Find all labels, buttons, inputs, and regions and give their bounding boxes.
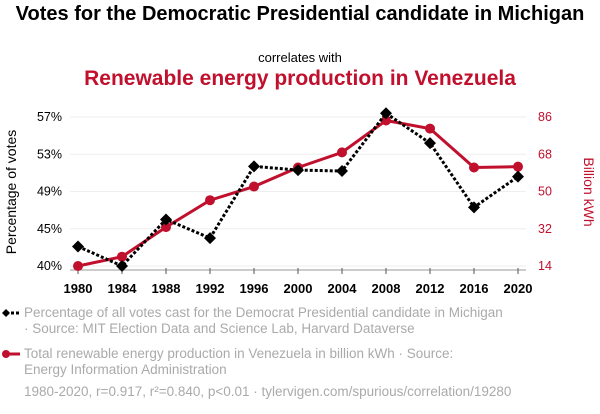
- footer-stats: 1980-2020, r=0.917, r²=0.840, p<0.01 · t…: [24, 384, 512, 399]
- legend-diamond-icon: [2, 309, 10, 317]
- energy-point: [205, 195, 215, 206]
- legend-text: Percentage of all votes cast for the Dem…: [24, 305, 503, 320]
- left-tick-label: 57%: [37, 110, 62, 124]
- left-tick-label: 45%: [37, 222, 62, 236]
- left-tick-label: 40%: [37, 259, 62, 273]
- x-tick-label: 2012: [416, 281, 445, 296]
- energy-point: [381, 115, 391, 126]
- votes-point: [336, 165, 348, 178]
- votes-point: [512, 170, 524, 183]
- legend-text: Total renewable energy production in Ven…: [24, 346, 454, 361]
- x-tick-label: 1992: [196, 281, 225, 296]
- x-tick-label: 2020: [504, 281, 533, 296]
- votes-point: [160, 213, 172, 226]
- right-tick-label: 14: [538, 259, 552, 273]
- legend-source: · Source: MIT Election Data and Science …: [24, 321, 415, 336]
- legend-item-energy: Total renewable energy production in Ven…: [24, 346, 453, 378]
- energy-point: [249, 181, 259, 192]
- votes-point: [292, 164, 304, 177]
- legend-item-votes: Percentage of all votes cast for the Dem…: [24, 305, 503, 337]
- left-tick-label: 53%: [37, 147, 62, 161]
- votes-point: [468, 201, 480, 214]
- chart-subtitle: correlates with: [258, 50, 342, 65]
- energy-point: [73, 261, 83, 271]
- right-tick-label: 86: [538, 110, 552, 124]
- x-tick-label: 1984: [108, 281, 138, 296]
- energy-point: [425, 123, 435, 134]
- left-tick-label: 49%: [37, 185, 62, 199]
- right-tick-label: 50: [538, 185, 552, 199]
- legend-source: Energy Information Administration: [24, 362, 227, 377]
- energy-point: [513, 161, 523, 172]
- x-tick-label: 1996: [240, 281, 269, 296]
- energy-line: [77, 118, 519, 268]
- right-tick-label: 32: [538, 222, 552, 236]
- left-axis-label: Percentage of votes: [3, 130, 19, 255]
- votes-point: [424, 137, 436, 150]
- energy-point: [337, 147, 347, 158]
- legend-circle-icon: [2, 350, 10, 358]
- votes-point: [72, 240, 84, 253]
- energy-point: [117, 251, 127, 262]
- energy-point: [469, 162, 479, 173]
- energy-point: [161, 222, 171, 233]
- chart-title: Votes for the Democratic Presidential ca…: [15, 3, 585, 25]
- x-tick-label: 2016: [460, 281, 489, 296]
- x-tick-label: 2000: [284, 281, 313, 296]
- votes-point: [248, 160, 260, 173]
- votes-point: [116, 260, 128, 272]
- x-tick-label: 1980: [64, 281, 93, 296]
- votes-line: [77, 111, 519, 268]
- x-tick-label: 2008: [372, 281, 401, 296]
- right-axis-label: Billion kWh: [581, 157, 597, 226]
- chart-title-2: Renewable energy production in Venezuela: [84, 67, 516, 90]
- votes-point: [204, 232, 216, 245]
- x-tick-label: 1988: [152, 281, 181, 296]
- x-tick-label: 2004: [328, 281, 358, 296]
- votes-point: [380, 107, 392, 120]
- right-tick-label: 68: [538, 147, 552, 161]
